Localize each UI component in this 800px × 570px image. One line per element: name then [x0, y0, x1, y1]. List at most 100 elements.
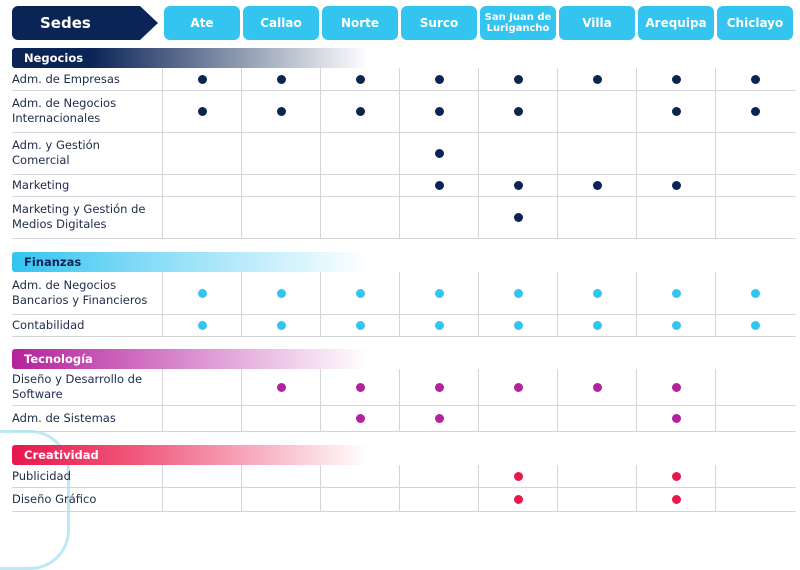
- sedes-label: Sedes: [12, 6, 158, 40]
- availability-dot: [671, 288, 681, 298]
- availability-dot: [434, 148, 444, 158]
- availability-dot: [513, 320, 523, 330]
- column-divider: [715, 369, 716, 431]
- availability-dot: [355, 382, 365, 392]
- row-divider: [12, 405, 796, 406]
- availability-dot: [197, 288, 207, 298]
- program-label: Publicidad: [12, 468, 71, 483]
- availability-dot: [434, 106, 444, 116]
- program-label: Diseño Gráfico: [12, 491, 97, 506]
- program-label: Diseño y Desarrollo de Software: [12, 372, 143, 401]
- column-divider: [320, 272, 321, 336]
- availability-dot: [355, 413, 365, 423]
- availability-dot: [592, 320, 602, 330]
- row-divider: [12, 511, 796, 512]
- sedes-header: Sedes Ate Callao Norte Surco San Juan de Lur…: [0, 6, 800, 40]
- column-divider: [399, 369, 400, 431]
- availability-dot: [750, 106, 760, 116]
- availability-dot: [355, 288, 365, 298]
- availability-dot: [671, 413, 681, 423]
- availability-dot: [671, 180, 681, 190]
- sede-surco: Surco: [401, 6, 477, 40]
- availability-dot: [513, 212, 523, 222]
- availability-dot: [513, 288, 523, 298]
- availability-dot: [197, 320, 207, 330]
- availability-dot: [671, 471, 681, 481]
- column-divider: [241, 272, 242, 336]
- column-divider: [320, 68, 321, 238]
- column-divider: [241, 465, 242, 511]
- column-divider: [399, 68, 400, 238]
- availability-dot: [513, 471, 523, 481]
- row-divider: [12, 132, 796, 133]
- column-divider: [162, 272, 163, 336]
- row-divider: [12, 431, 796, 432]
- availability-dot: [276, 382, 286, 392]
- row-divider: [12, 314, 796, 315]
- program-label: Adm. de Negocios Bancarios y Financieros: [12, 278, 148, 307]
- availability-dot: [434, 320, 444, 330]
- column-divider: [715, 465, 716, 511]
- availability-dot: [750, 320, 760, 330]
- column-divider: [478, 465, 479, 511]
- sede-chiclayo: Chiclayo: [717, 6, 793, 40]
- column-divider: [636, 272, 637, 336]
- sede-norte: Norte: [322, 6, 398, 40]
- availability-dot: [592, 288, 602, 298]
- sede-ate: Ate: [164, 6, 240, 40]
- column-divider: [478, 68, 479, 238]
- availability-dot: [355, 320, 365, 330]
- program-label: Adm. de Empresas: [12, 71, 120, 86]
- sede-san-juan-de-lurigancho: San Juan de Lurigancho: [480, 6, 556, 40]
- availability-dot: [671, 494, 681, 504]
- row-divider: [12, 336, 796, 337]
- column-divider: [715, 272, 716, 336]
- row-divider: [12, 196, 796, 197]
- column-divider: [320, 465, 321, 511]
- row-divider: [12, 90, 796, 91]
- column-divider: [162, 465, 163, 511]
- column-divider: [715, 68, 716, 238]
- availability-dot: [434, 382, 444, 392]
- column-divider: [478, 272, 479, 336]
- column-divider: [557, 68, 558, 238]
- category-finanzas: Finanzas: [12, 252, 368, 272]
- availability-dot: [513, 74, 523, 84]
- program-label: Marketing y Gestión de Medios Digitales: [12, 202, 146, 231]
- category-creatividad: Creatividad: [12, 445, 368, 465]
- program-label: Contabilidad: [12, 317, 85, 332]
- program-label: Adm. de Sistemas: [12, 410, 116, 425]
- column-divider: [162, 369, 163, 431]
- column-divider: [241, 369, 242, 431]
- availability-dot: [513, 494, 523, 504]
- column-divider: [478, 369, 479, 431]
- column-divider: [636, 369, 637, 431]
- availability-dot: [513, 180, 523, 190]
- availability-dot: [671, 320, 681, 330]
- availability-dot: [750, 74, 760, 84]
- availability-dot: [276, 74, 286, 84]
- program-label: Adm. de Negocios Internacionales: [12, 96, 117, 125]
- column-divider: [557, 369, 558, 431]
- sede-villa: Villa: [559, 6, 635, 40]
- availability-dot: [276, 320, 286, 330]
- column-divider: [241, 68, 242, 238]
- column-divider: [399, 465, 400, 511]
- column-divider: [636, 68, 637, 238]
- column-divider: [399, 272, 400, 336]
- availability-dot: [434, 74, 444, 84]
- availability-dot: [750, 288, 760, 298]
- sede-callao: Callao: [243, 6, 319, 40]
- availability-dot: [276, 288, 286, 298]
- availability-dot: [671, 74, 681, 84]
- availability-dot: [513, 106, 523, 116]
- column-divider: [162, 68, 163, 238]
- availability-dot: [592, 74, 602, 84]
- availability-dot: [434, 288, 444, 298]
- sede-arequipa: Arequipa: [638, 6, 714, 40]
- availability-dot: [355, 74, 365, 84]
- availability-dot: [671, 106, 681, 116]
- row-divider: [12, 174, 796, 175]
- category-tecnologia: Tecnología: [12, 349, 368, 369]
- column-divider: [557, 465, 558, 511]
